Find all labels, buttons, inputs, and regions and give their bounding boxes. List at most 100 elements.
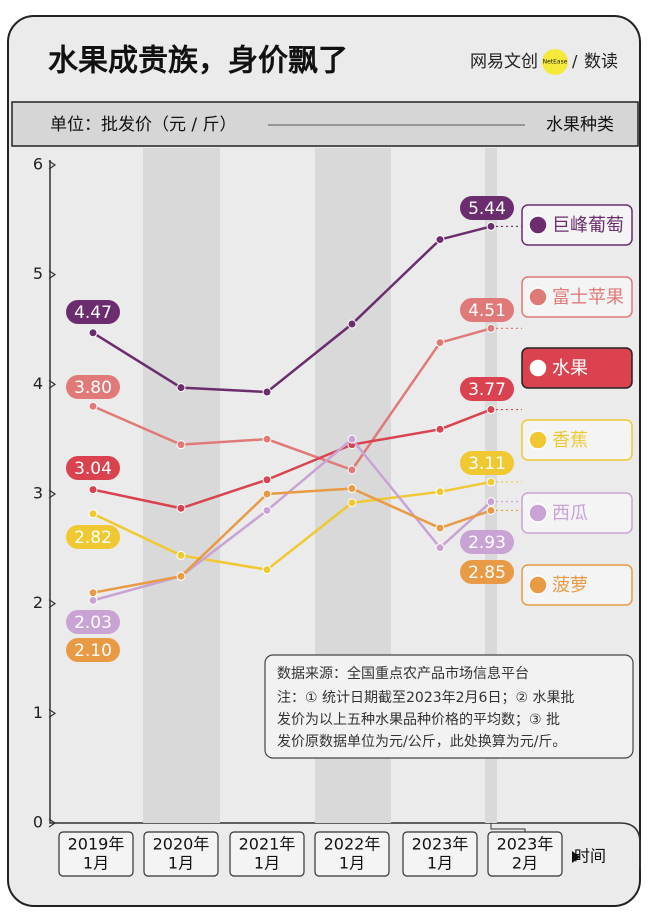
legend-icon — [528, 575, 548, 595]
point — [347, 319, 357, 329]
point — [262, 489, 272, 499]
series-line — [92, 480, 492, 571]
logo-badge-bg — [542, 49, 568, 75]
x-tick-label: 2022年 — [324, 835, 381, 854]
value-label: 3.80 — [74, 378, 112, 398]
x-tick-label: 1月 — [254, 854, 280, 873]
legend-label: 菠萝 — [552, 575, 588, 596]
legend-box — [521, 419, 633, 461]
series-line — [92, 327, 492, 472]
point — [435, 424, 445, 434]
point — [347, 498, 357, 508]
value-pill — [460, 560, 514, 584]
legend-label: 巨峰葡萄 — [552, 215, 624, 236]
legend-box — [521, 204, 633, 246]
point — [176, 440, 186, 450]
x-tick-label: 2020年 — [153, 835, 210, 854]
x-tick-box — [402, 831, 478, 877]
value-pill — [460, 530, 514, 554]
value-label: 2.82 — [74, 528, 112, 548]
logo-badge: NetEase — [543, 59, 568, 66]
legend-icon — [528, 430, 548, 450]
x-axis-arrow — [572, 851, 580, 863]
x-tick-label: 2021年 — [239, 835, 296, 854]
value-pill — [460, 196, 514, 220]
point — [88, 595, 98, 605]
x-tick-label: 1月 — [83, 854, 109, 873]
legend-box — [521, 564, 633, 606]
y-tick-label: 6 — [33, 155, 43, 174]
notes: 数据来源：全国重点农产品市场信息平台 注：① 统计日期截至2023年2月6日；②… — [264, 654, 634, 759]
point — [347, 434, 357, 444]
value-pill — [460, 298, 514, 322]
value-pill — [460, 377, 514, 401]
x-tick-label: 2019年 — [68, 835, 125, 854]
point — [435, 543, 445, 553]
title: 水果成贵族，身价飘了 — [48, 44, 348, 79]
series-line — [92, 408, 492, 510]
x-tick-label: 2023年 — [412, 835, 469, 854]
point — [176, 383, 186, 393]
note-line: 发价原数据单位为元/公斤，此处换算为元/斤。 — [277, 733, 566, 750]
point — [176, 550, 186, 560]
value-pill — [66, 638, 120, 662]
y-tick-label: 3 — [33, 484, 43, 503]
x-tick-label: 1月 — [427, 854, 453, 873]
legend-box — [521, 347, 633, 389]
value-pill — [66, 456, 120, 480]
unit: 单位：批发价（元 / 斤） — [50, 115, 237, 135]
point — [435, 235, 445, 245]
x-tick-box — [58, 831, 134, 877]
value-label: 4.47 — [74, 303, 112, 323]
logo-sub: 数读 — [584, 52, 618, 72]
value-label: 2.85 — [468, 563, 506, 583]
y-tick-label: 0 — [33, 813, 43, 832]
point — [262, 505, 272, 515]
x-tick-label: 2023年 — [497, 835, 554, 854]
value-label: 2.03 — [74, 613, 112, 633]
legend-title: 水果种类 — [546, 115, 614, 135]
y-tick — [48, 379, 57, 389]
note-source: 数据来源：全国重点农产品市场信息平台 — [277, 665, 529, 682]
legend-icon — [528, 358, 548, 378]
point — [88, 401, 98, 411]
point — [176, 571, 186, 581]
y-tick-label: 2 — [33, 593, 43, 612]
y-tick — [48, 599, 57, 609]
note-line: 发价为以上五种水果品种价格的平均数；③ 批 — [277, 712, 560, 728]
point — [262, 434, 272, 444]
legend-label: 西瓜 — [552, 503, 588, 524]
point — [88, 588, 98, 598]
value-pill — [66, 525, 120, 549]
value-pill — [66, 375, 120, 399]
legend-icon — [528, 287, 548, 307]
y-tick — [48, 489, 57, 499]
value-pill — [66, 300, 120, 324]
x-tick-box — [143, 831, 219, 877]
legend-label: 富士苹果 — [552, 287, 624, 308]
value-label: 5.44 — [468, 199, 506, 219]
point — [262, 565, 272, 575]
legend-box — [521, 492, 633, 534]
point — [347, 465, 357, 475]
legend-icon — [528, 503, 548, 523]
y-tick — [48, 270, 57, 280]
y-tick-label: 5 — [33, 264, 43, 283]
legend-box — [521, 276, 633, 318]
value-label: 4.51 — [468, 301, 506, 321]
legend-icon — [528, 215, 548, 235]
point — [88, 485, 98, 495]
point — [88, 328, 98, 338]
x-tick-box — [229, 831, 305, 877]
series-line — [92, 437, 492, 602]
value-label: 3.11 — [468, 454, 506, 474]
legend-label: 香蕉 — [552, 430, 588, 451]
value-pill — [460, 451, 514, 475]
x-tick-box — [314, 831, 390, 877]
point — [88, 509, 98, 519]
x-axis-label: 时间 — [574, 847, 606, 866]
y-tick — [48, 160, 57, 170]
point — [262, 475, 272, 485]
header-band — [11, 101, 639, 147]
